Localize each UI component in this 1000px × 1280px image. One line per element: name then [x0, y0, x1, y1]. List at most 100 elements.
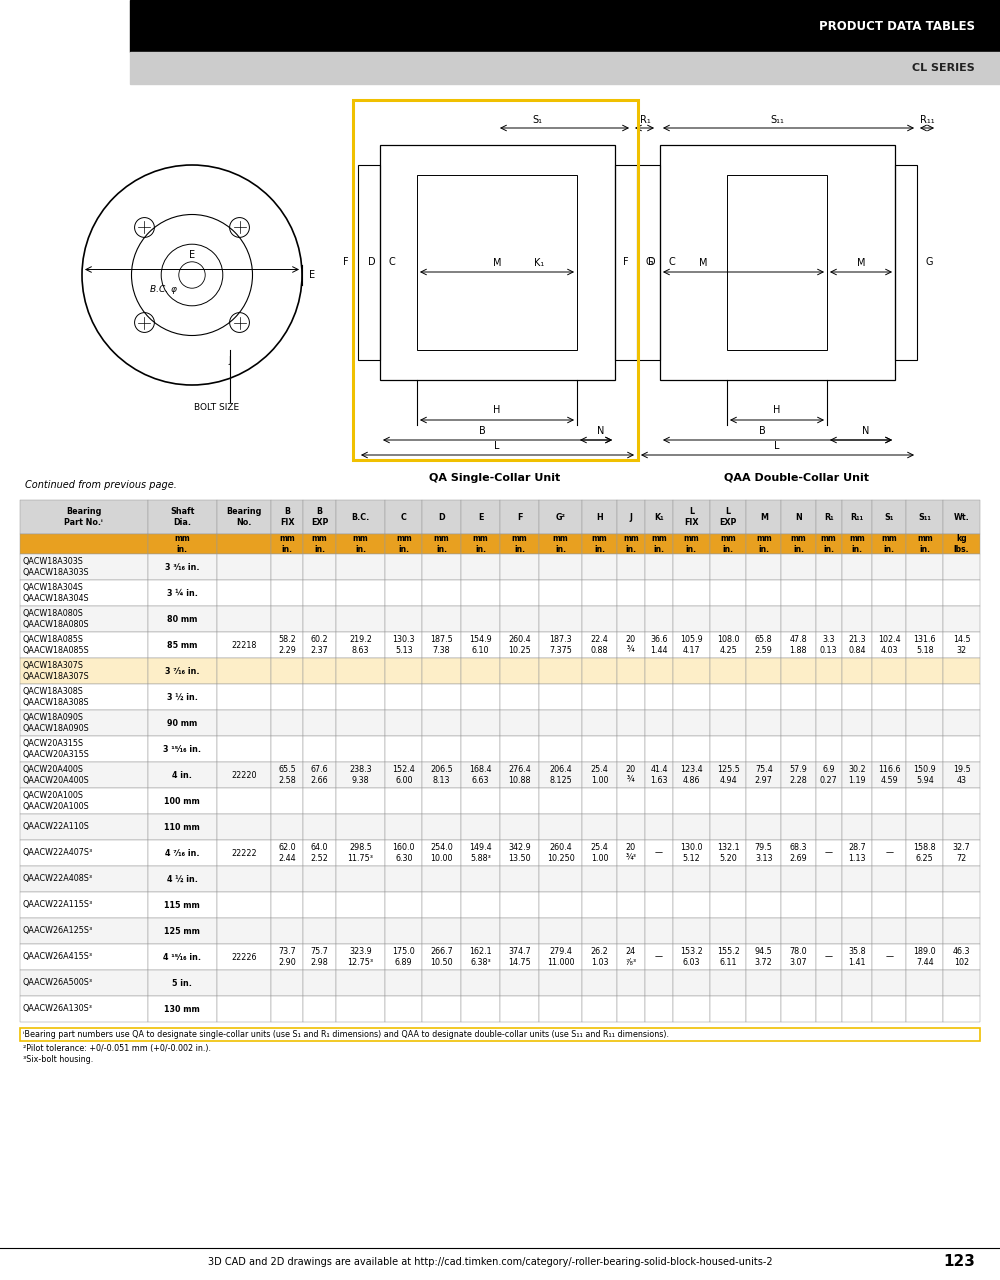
Bar [217, 867, 271, 892]
Bar [20, 605, 148, 632]
Bar [781, 632, 816, 658]
Bar [217, 996, 271, 1021]
Text: QACW18A304S
QAACW18A304S: QACW18A304S QAACW18A304S [22, 584, 89, 603]
Bar [673, 605, 710, 632]
Text: 57.9
2.28: 57.9 2.28 [789, 765, 807, 785]
Bar [217, 632, 271, 658]
Text: 123: 123 [943, 1254, 975, 1270]
Bar [746, 762, 781, 788]
Text: H: H [596, 512, 603, 521]
Bar [842, 918, 872, 945]
Bar [645, 605, 673, 632]
Text: 279.4
11.000: 279.4 11.000 [547, 947, 574, 966]
Text: 78.0
3.07: 78.0 3.07 [790, 947, 807, 966]
Text: QAACW26A125S³: QAACW26A125S³ [22, 927, 93, 936]
Bar [746, 684, 781, 710]
Text: 30.2
1.19: 30.2 1.19 [848, 765, 866, 785]
Text: N: N [862, 426, 870, 436]
Bar [781, 580, 816, 605]
Bar [217, 736, 271, 762]
Bar [500, 788, 539, 814]
Bar [816, 970, 842, 996]
Text: mm
in.: mm in. [353, 535, 368, 553]
Text: mm
in.: mm in. [434, 535, 449, 553]
Text: 62.0
2.44: 62.0 2.44 [278, 844, 296, 863]
Bar [539, 632, 582, 658]
Bar [303, 840, 336, 867]
Bar [710, 580, 746, 605]
Bar [710, 605, 746, 632]
Bar [385, 500, 422, 534]
Bar [582, 762, 617, 788]
Text: R₁: R₁ [824, 512, 833, 521]
Bar [461, 867, 500, 892]
Text: 6.9
0.27: 6.9 0.27 [820, 765, 838, 785]
Bar [842, 500, 872, 534]
Bar [500, 814, 539, 840]
Bar [217, 892, 271, 918]
Text: ⁱBearing part numbers use QA to designate single-collar units (use S₁ and R₁ dim: ⁱBearing part numbers use QA to designat… [23, 1030, 669, 1039]
Bar [673, 500, 710, 534]
Bar [303, 500, 336, 534]
Bar [303, 710, 336, 736]
Bar [20, 918, 148, 945]
Bar [271, 684, 303, 710]
Bar [385, 554, 422, 580]
Text: 22218: 22218 [231, 640, 256, 649]
Bar [271, 605, 303, 632]
Bar [816, 918, 842, 945]
Bar [461, 996, 500, 1021]
Text: 75.4
2.97: 75.4 2.97 [755, 765, 773, 785]
Bar [148, 632, 217, 658]
Text: 4 ½ in.: 4 ½ in. [167, 874, 198, 883]
Bar [673, 580, 710, 605]
Bar [303, 580, 336, 605]
Bar [500, 605, 539, 632]
Bar [148, 918, 217, 945]
Bar [20, 710, 148, 736]
Bar [816, 554, 842, 580]
Text: F: F [623, 257, 629, 268]
Text: 3D CAD and 2D drawings are available at http://cad.timken.com/category/-roller-b: 3D CAD and 2D drawings are available at … [208, 1257, 772, 1267]
Bar [842, 762, 872, 788]
Bar [617, 736, 645, 762]
Bar [271, 632, 303, 658]
Text: mm
in.: mm in. [174, 535, 190, 553]
Text: 123.4
4.86: 123.4 4.86 [680, 765, 703, 785]
Text: 260.4
10.250: 260.4 10.250 [547, 844, 574, 863]
Bar [746, 554, 781, 580]
Text: 4 ⁷⁄₁₆ in.: 4 ⁷⁄₁₆ in. [165, 849, 199, 858]
Text: F: F [517, 512, 522, 521]
Bar [906, 945, 943, 970]
Bar [872, 788, 906, 814]
Bar [500, 710, 539, 736]
Bar [872, 658, 906, 684]
Bar [943, 996, 980, 1021]
Bar [217, 814, 271, 840]
Bar [617, 500, 645, 534]
Bar [906, 814, 943, 840]
Text: 28.7
1.13: 28.7 1.13 [848, 844, 866, 863]
Text: E: E [309, 270, 315, 280]
Bar [385, 918, 422, 945]
Bar [746, 814, 781, 840]
Text: 187.5
7.38: 187.5 7.38 [430, 635, 453, 654]
Bar [217, 788, 271, 814]
Bar [895, 165, 917, 360]
Bar [148, 580, 217, 605]
Bar [539, 580, 582, 605]
Text: S₁: S₁ [885, 512, 894, 521]
Bar [336, 867, 385, 892]
Text: 206.4
8.125: 206.4 8.125 [549, 765, 572, 785]
Text: G²: G² [556, 512, 566, 521]
Bar [842, 580, 872, 605]
Bar [130, 0, 1000, 52]
Bar [20, 945, 148, 970]
Text: 187.3
7.375: 187.3 7.375 [549, 635, 572, 654]
Bar [816, 736, 842, 762]
Bar [217, 658, 271, 684]
Bar [582, 918, 617, 945]
Bar [385, 788, 422, 814]
Bar [148, 500, 217, 534]
Text: 22.4
0.88: 22.4 0.88 [591, 635, 608, 654]
